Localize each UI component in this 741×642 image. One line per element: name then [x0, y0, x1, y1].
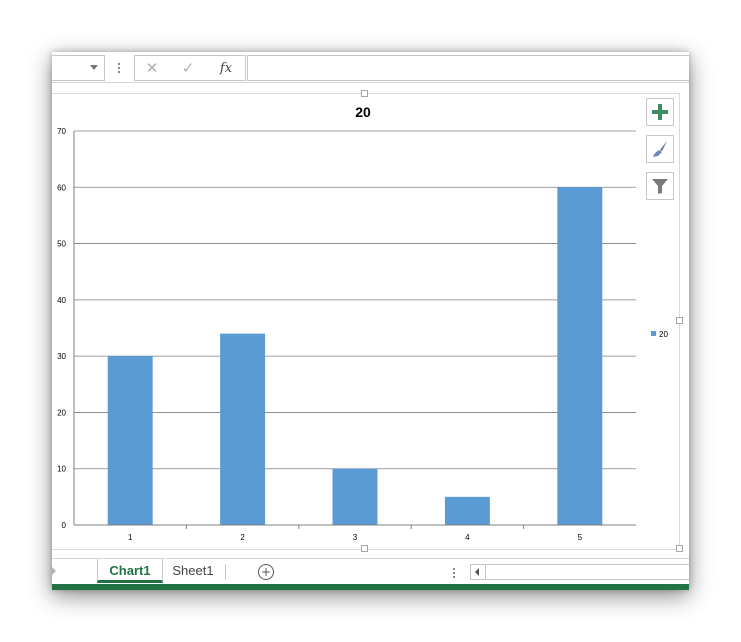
formula-bar: ✕ ✓ fx	[52, 52, 689, 83]
chevron-left-icon[interactable]	[475, 568, 479, 576]
y-tick-label: 70	[57, 127, 66, 136]
tab-divider	[225, 564, 226, 580]
bar[interactable]	[220, 333, 266, 525]
plus-circle-icon: +	[260, 565, 272, 579]
chart-filters-button[interactable]	[646, 172, 674, 200]
legend-swatch	[651, 331, 656, 336]
x-tick-label: 3	[353, 533, 358, 542]
resize-handle[interactable]	[361, 545, 368, 552]
chart-elements-button[interactable]	[646, 98, 674, 126]
chart-area[interactable]: 20 0 10 20 30 40 50 60 70 1 2 3 4 5 20	[52, 88, 689, 558]
formula-input[interactable]	[247, 55, 689, 81]
horizontal-scrollbar[interactable]	[470, 564, 689, 580]
resize-grip-icon[interactable]	[117, 61, 120, 75]
chart-styles-button[interactable]	[646, 135, 674, 163]
legend-label[interactable]: 20	[659, 330, 668, 339]
y-tick-label: 10	[57, 465, 66, 474]
y-tick-label: 20	[57, 408, 66, 417]
add-sheet-button[interactable]: +	[258, 564, 274, 580]
resize-grip-icon[interactable]	[452, 566, 455, 578]
x-tick-label: 2	[240, 533, 245, 542]
funnel-icon	[652, 179, 668, 194]
y-tick-label: 30	[57, 352, 66, 361]
bar[interactable]	[332, 468, 378, 525]
sheet-tab-bar: Chart1 Sheet1 +	[52, 558, 689, 585]
tab-sheet1[interactable]: Sheet1	[172, 563, 214, 578]
formula-buttons: ✕ ✓ fx	[134, 55, 246, 81]
x-tick-label: 5	[578, 533, 583, 542]
cancel-button[interactable]: ✕	[137, 56, 167, 80]
scrollbar-divider	[485, 565, 486, 579]
y-tick-label: 0	[62, 521, 67, 530]
plus-icon	[652, 104, 668, 120]
resize-handle[interactable]	[361, 90, 368, 97]
check-icon: ✓	[181, 59, 195, 77]
bar[interactable]	[557, 187, 603, 525]
x-tick-label: 1	[128, 533, 133, 542]
fx-icon: fx	[219, 60, 233, 76]
x-tick-label: 4	[465, 533, 470, 542]
resize-handle[interactable]	[676, 317, 683, 324]
chart-title[interactable]: 20	[355, 104, 371, 120]
resize-handle[interactable]	[676, 545, 683, 552]
chevron-left-icon[interactable]	[52, 567, 56, 575]
y-tick-label: 50	[57, 240, 66, 249]
tab-chart1[interactable]: Chart1	[97, 559, 163, 583]
excel-window: ✕ ✓ fx 20 0 10 20 30 40 50 60 70 1 2 3 4 5 20	[52, 52, 689, 590]
name-box[interactable]	[52, 55, 105, 81]
bar[interactable]	[107, 356, 153, 525]
insert-function-button[interactable]: fx	[211, 56, 241, 80]
close-icon: ✕	[145, 59, 159, 77]
y-tick-label: 40	[57, 296, 66, 305]
status-bar	[52, 584, 689, 590]
y-tick-label: 60	[57, 183, 66, 192]
enter-button[interactable]: ✓	[173, 56, 203, 80]
bar[interactable]	[444, 496, 490, 525]
paintbrush-icon	[653, 141, 667, 157]
chevron-down-icon[interactable]	[90, 65, 98, 70]
bar-chart[interactable]: 20 0 10 20 30 40 50 60 70 1 2 3 4 5 20	[52, 88, 689, 558]
